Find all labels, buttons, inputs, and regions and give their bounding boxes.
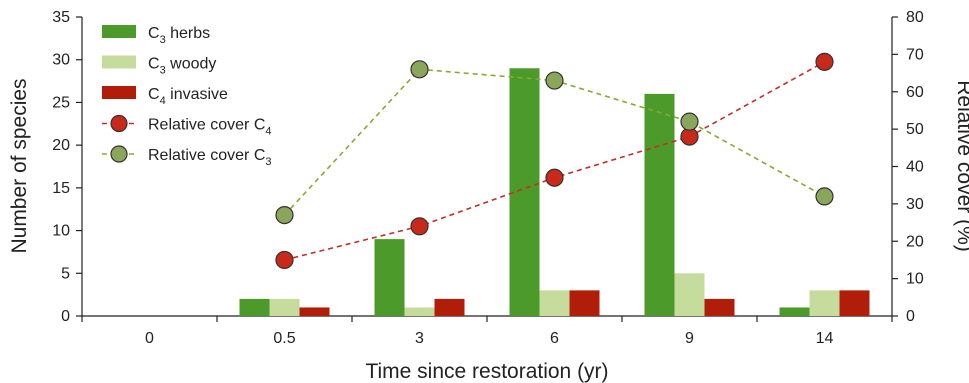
bar: [674, 273, 705, 316]
series-line: [284, 61, 825, 261]
left-y-tick-label: 35: [52, 9, 70, 26]
left-y-tick-label: 25: [52, 94, 70, 111]
bar: [704, 298, 735, 316]
right-y-tick-label: 60: [906, 84, 924, 101]
x-tick-label: 6: [550, 330, 559, 347]
right-y-tick-label: 30: [906, 196, 924, 213]
lines: [275, 52, 834, 270]
series-point: [410, 60, 429, 79]
bar: [239, 298, 270, 316]
x-tick-label: 14: [816, 330, 834, 347]
legend-label: C3 woody: [148, 56, 216, 77]
left-y-tick-label: 0: [61, 308, 70, 325]
left-y-tick-label: 20: [52, 137, 70, 154]
bar: [374, 239, 405, 316]
left-y-tick-label: 30: [52, 52, 70, 69]
legend-swatch: [102, 55, 136, 69]
x-tick-label: 3: [415, 330, 424, 347]
bar: [569, 290, 600, 316]
right-y-tick-label: 40: [906, 159, 924, 176]
series-line: [283, 68, 825, 216]
left-y-tick-label: 10: [52, 223, 70, 240]
left-y-axis-title: Number of species: [8, 78, 31, 253]
bar: [299, 307, 330, 316]
legend-label: Relative cover C4: [148, 117, 272, 138]
legend-label: C4 invasive: [148, 86, 228, 107]
bar: [809, 290, 840, 316]
right-y-tick-label: 20: [906, 233, 924, 250]
series-point: [680, 112, 699, 131]
x-tick-label: 0.5: [273, 330, 295, 347]
right-y-tick-label: 80: [906, 9, 924, 26]
bars: [239, 68, 870, 316]
legend-marker: [110, 114, 128, 133]
series-point: [410, 217, 429, 236]
right-y-tick-label: 0: [906, 308, 915, 325]
series-point: [815, 187, 834, 206]
left-y-tick-label: 5: [61, 265, 70, 282]
bar: [404, 307, 435, 316]
series-point: [545, 71, 564, 90]
right-y-ticks: 0 10 20 30 40 50 60 70 80: [892, 9, 924, 325]
left-y-ticks: 0 5 10 15 20 25 30 35: [52, 9, 82, 325]
right-y-axis-title: Relative cover (%): [953, 80, 969, 252]
x-tick-label: 9: [685, 330, 694, 347]
series-point: [275, 205, 294, 225]
bar: [509, 68, 540, 316]
legend-label: C3 herbs: [148, 25, 210, 46]
bar: [644, 93, 675, 316]
right-y-tick-label: 50: [906, 121, 924, 138]
x-axis-title: Time since restoration (yr): [365, 360, 608, 383]
x-ticks: 0 0.5 3 6 9 14: [81, 316, 893, 347]
bar: [779, 307, 810, 316]
series-point: [275, 250, 294, 270]
legend-swatch: [102, 25, 136, 38]
legend-label: Relative cover C3: [148, 147, 272, 168]
right-y-tick-label: 10: [906, 271, 924, 288]
x-tick-label: 0: [145, 330, 154, 347]
series-point: [815, 52, 834, 71]
bar: [434, 298, 465, 316]
bar: [269, 298, 300, 316]
legend-swatch: [102, 86, 136, 99]
bar: [539, 290, 570, 316]
legend-marker: [110, 145, 128, 163]
left-y-tick-label: 15: [52, 180, 70, 197]
right-y-tick-label: 70: [906, 46, 924, 63]
bar: [839, 290, 870, 316]
series-point: [545, 168, 564, 187]
legend: C3 herbs C3 woody C4 invasive Relative cove…: [102, 25, 272, 168]
